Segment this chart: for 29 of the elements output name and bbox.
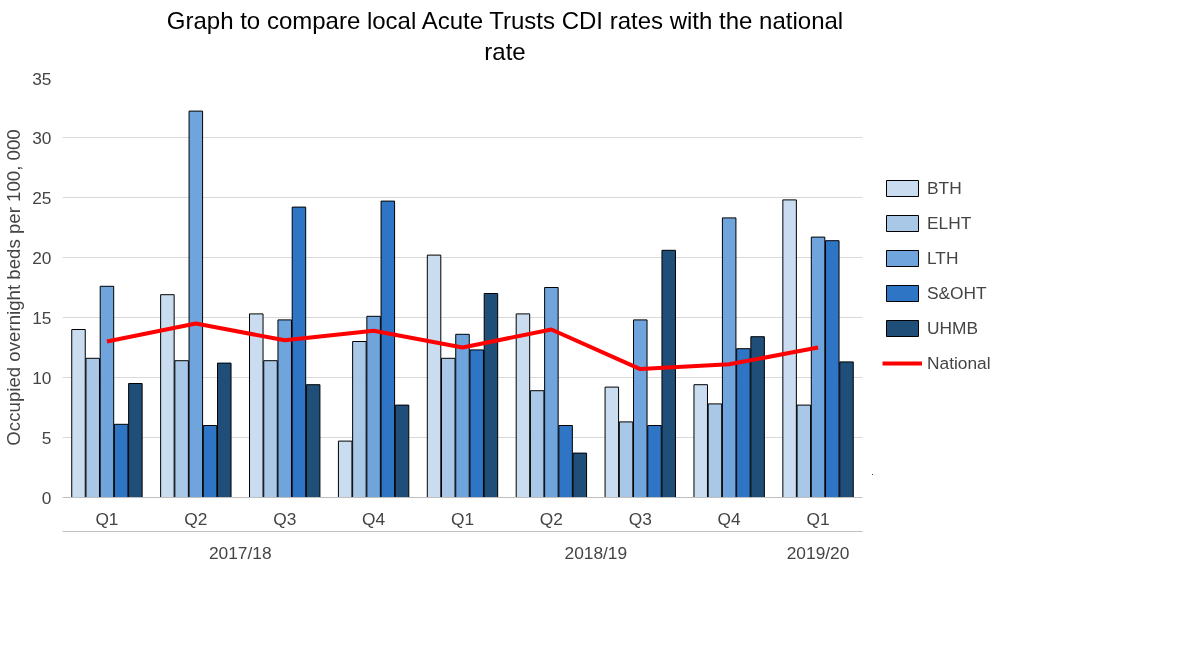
- y-tick-label: 0: [41, 487, 52, 508]
- text: 2017/18: [208, 542, 272, 563]
- text: 2019/20: [786, 542, 850, 563]
- x-tick-label: Q3: [628, 508, 652, 529]
- legend-label: National: [927, 352, 991, 374]
- y-tick-label: 25: [32, 187, 52, 208]
- legend-label: LTH: [927, 247, 959, 269]
- y-tick-label: 20: [32, 247, 52, 268]
- y-tick-label: 30: [32, 127, 52, 148]
- x-tick-label: Q3: [273, 508, 297, 529]
- x-tick-label: Q2: [539, 508, 563, 529]
- line-series: [104, 321, 821, 372]
- y-tick-label: 10: [32, 367, 52, 388]
- y-axis-title: Occupied overnight beds per 100, 000: [3, 129, 25, 447]
- x-tick-label: Q1: [95, 508, 119, 529]
- text: 2018/19: [564, 542, 628, 563]
- legend-label: ELHT: [927, 212, 972, 234]
- y-tick-label: 35: [32, 68, 52, 89]
- y-tick-label: 15: [32, 307, 52, 328]
- legend-label: BTH: [927, 177, 962, 199]
- x-tick-label: Q1: [450, 508, 475, 529]
- x-tick-label: Q2: [184, 508, 208, 529]
- legend-label: UHMB: [927, 317, 979, 339]
- legend-label: S&OHT: [927, 282, 987, 304]
- x-tick-label: Q4: [362, 508, 386, 529]
- x-tick-label: Q1: [806, 508, 830, 529]
- chart-title: Graph to compare local Acute Trusts CDI rates with the national rate: [166, 6, 844, 68]
- x-tick-label: Q4: [717, 508, 742, 529]
- y-tick-label: 5: [41, 427, 52, 448]
